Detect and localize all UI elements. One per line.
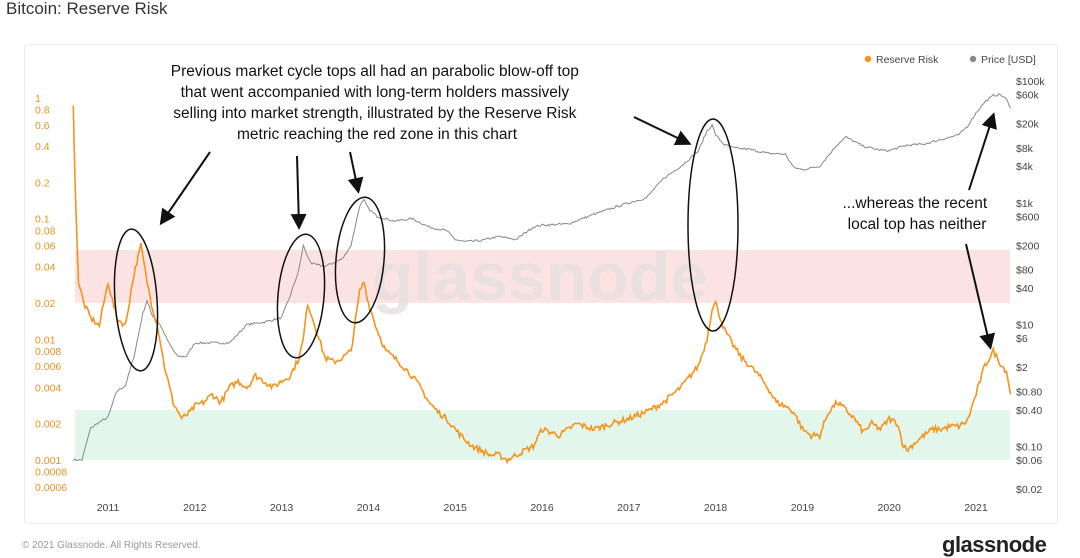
annotation-main-line-3: selling into market strength, illustrate…	[173, 105, 576, 122]
annotation-recent-line-1: ...whereas the recent	[842, 195, 987, 212]
left-tick-label: 0.0008	[35, 467, 67, 479]
arrow-recent-down	[965, 243, 996, 350]
annotations: Previous market cycle tops all had an pa…	[113, 63, 997, 372]
page-title: Bitcoin: Reserve Risk	[6, 0, 168, 18]
right-tick-label: $8k	[1016, 143, 1034, 155]
arrow-recent-up	[968, 112, 997, 191]
arrow-2013-a	[290, 155, 307, 230]
arrow-2011	[159, 151, 211, 226]
left-tick-label: 0.8	[35, 105, 50, 117]
arrow-2013-b	[347, 151, 364, 194]
right-tick-label: $0.40	[1016, 405, 1042, 417]
left-tick-label: 0.001	[35, 455, 61, 467]
footer-logo: glassnode	[942, 532, 1047, 557]
legend-label-price: Price [USD]	[981, 54, 1036, 66]
annotation-recent-line-2: local top has neither	[848, 216, 987, 233]
x-tick-label: 2015	[444, 502, 468, 514]
x-tick-label: 2018	[704, 502, 728, 514]
annotation-main-line-2: that went accompanied with long-term hol…	[181, 84, 570, 101]
legend-swatch-reserve-risk	[864, 55, 872, 63]
left-tick-label: 0.6	[35, 120, 50, 132]
price-line	[72, 93, 1012, 462]
left-tick-label: 1	[35, 93, 41, 105]
right-tick-label: $60k	[1016, 90, 1040, 102]
right-tick-label: $0.10	[1016, 441, 1042, 453]
left-tick-label: 0.004	[35, 382, 61, 394]
left-tick-label: 0.002	[35, 419, 61, 431]
x-tick-label: 2019	[791, 502, 815, 514]
legend-label-reserve-risk: Reserve Risk	[876, 54, 939, 66]
right-tick-label: $20k	[1016, 119, 1040, 131]
left-tick-label: 0.1	[35, 214, 50, 226]
ellipse-2013-a	[276, 233, 326, 359]
svg-text:...whereas the recent lo: ...whereas the recent local top has neit…	[842, 195, 991, 233]
reserve-risk-line	[72, 105, 1012, 465]
legend: Reserve Risk Price [USD]	[864, 54, 1036, 66]
left-axis: 10.80.60.40.20.10.080.060.040.020.010.00…	[35, 93, 67, 494]
x-tick-label: 2011	[97, 502, 120, 514]
left-tick-label: 0.008	[35, 346, 61, 358]
footer-copyright: © 2021 Glassnode. All Rights Reserved.	[22, 540, 201, 551]
left-tick-label: 0.02	[35, 298, 56, 310]
svg-text:Previous market cycle tops all: Previous market cycle tops all had an pa…	[171, 63, 583, 143]
red-zone	[75, 249, 1010, 304]
right-tick-label: $0.02	[1016, 484, 1042, 496]
left-tick-label: 0.06	[35, 240, 56, 252]
arrow-2018	[633, 116, 692, 146]
right-tick-label: $4k	[1016, 161, 1034, 173]
right-tick-label: $100k	[1016, 76, 1045, 88]
x-tick-label: 2020	[878, 502, 902, 514]
right-tick-label: $2	[1016, 362, 1028, 374]
x-tick-label: 2016	[530, 502, 554, 514]
annotation-main-line-4: metric reaching the red zone in this cha…	[237, 126, 518, 143]
right-tick-label: $6	[1016, 333, 1028, 345]
right-axis: $100k$60k$20k$8k$4k$1k$600$200$80$40$10$…	[1016, 76, 1045, 496]
right-tick-label: $0.80	[1016, 386, 1042, 398]
x-tick-label: 2012	[183, 502, 207, 514]
left-tick-label: 0.006	[35, 361, 61, 373]
annotation-main-line-1: Previous market cycle tops all had an pa…	[171, 63, 579, 80]
x-tick-label: 2021	[964, 502, 988, 514]
ellipse-2013-b	[334, 196, 386, 324]
left-tick-label: 0.4	[35, 141, 50, 153]
x-tick-label: 2017	[617, 502, 641, 514]
series-layer	[72, 93, 1012, 465]
left-tick-label: 0.08	[35, 225, 56, 237]
left-tick-label: 0.0006	[35, 482, 67, 494]
left-tick-label: 0.04	[35, 262, 56, 274]
watermark: glassnode	[372, 239, 708, 315]
right-tick-label: $200	[1016, 240, 1040, 252]
right-tick-label: $600	[1016, 211, 1040, 223]
right-tick-label: $80	[1016, 265, 1034, 277]
ellipse-2018	[687, 118, 739, 332]
x-tick-label: 2013	[270, 502, 294, 514]
left-tick-label: 0.2	[35, 177, 50, 189]
right-tick-label: $40	[1016, 283, 1034, 295]
green-zone	[75, 409, 1010, 460]
right-tick-label: $0.06	[1016, 455, 1042, 467]
right-tick-label: $1k	[1016, 198, 1034, 210]
ellipse-2011	[113, 228, 159, 372]
x-axis: 2011 2012 2013 2014 2015 2016 2017 2018 2019 2020…	[97, 502, 988, 514]
right-tick-label: $10	[1016, 320, 1034, 332]
left-tick-label: 0.01	[35, 334, 56, 346]
x-tick-label: 2014	[357, 502, 381, 514]
legend-swatch-price	[969, 55, 977, 63]
